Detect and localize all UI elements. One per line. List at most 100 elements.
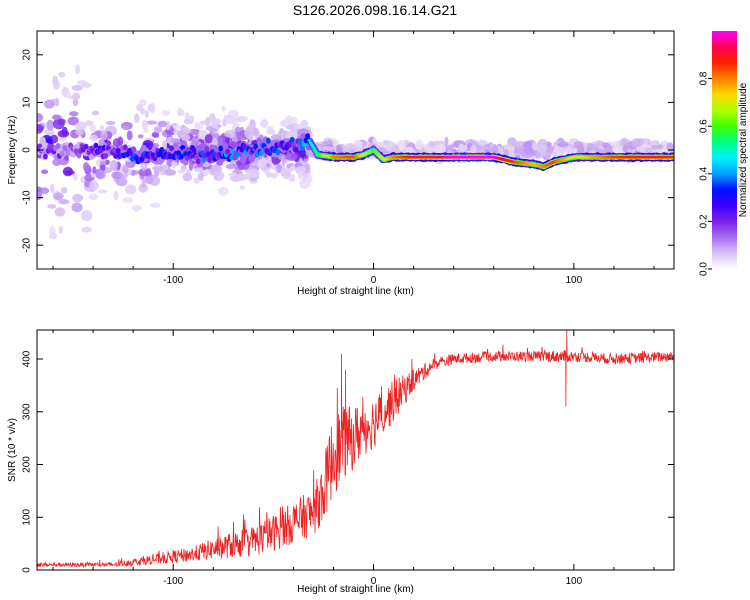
ridge-mid-cell [43, 153, 48, 160]
snr-series-line [37, 330, 674, 569]
ridge-mid-cell [62, 145, 68, 152]
spectrogram-cell [47, 204, 57, 209]
ridge-mid-cell [65, 150, 71, 157]
spectrogram-cell [71, 202, 83, 213]
spectrogram-cell [531, 141, 539, 151]
spectrogram-cell [181, 127, 192, 134]
spectrogram-cell [62, 166, 74, 177]
spectrogram-cell [88, 193, 99, 200]
spectrogram-cell [67, 116, 79, 126]
colorbar-tick-label: 0.4 [699, 166, 710, 180]
spectrogram-cell [195, 123, 204, 130]
x-tick-label: 0 [371, 275, 377, 286]
spectrogram-cell [62, 91, 72, 99]
spectrogram-cell [507, 137, 517, 147]
spectrogram-cell [266, 126, 274, 131]
chart-title: S126.2026.098.16.14.G21 [292, 2, 458, 18]
spectrogram-cell [497, 146, 503, 156]
ridge-core-cell [311, 145, 315, 149]
spectrogram-cell [458, 145, 468, 152]
ridge-mid-cell [113, 152, 118, 159]
spectrogram-cell [71, 84, 83, 91]
spectrogram-cell [145, 120, 158, 125]
spectrogram-cell [222, 118, 227, 127]
spectrogram-cell [562, 148, 574, 153]
colorbar-tick-label: 0.8 [699, 71, 710, 85]
spectrogram-cell [276, 163, 282, 174]
ridge-mid-cell [103, 152, 109, 159]
spectrogram-cell [260, 119, 269, 128]
y-tick-label: 100 [22, 508, 33, 525]
ridge-mid-cell [59, 150, 65, 157]
spectrogram-cell [43, 129, 55, 136]
spectrogram-cell [46, 119, 55, 131]
ridge-core-cell [307, 139, 312, 142]
ridge-mid-cell [83, 143, 89, 150]
spectrogram-y-label: Frequency (Hz) [7, 116, 18, 185]
spectrogram-cell [136, 103, 144, 112]
spectrogram-cell [153, 126, 163, 134]
spectrogram-cell [202, 169, 210, 176]
y-tick-label: 400 [22, 350, 33, 367]
ridge-mid-cell [191, 147, 197, 154]
colorbar-ticks: 0.0 0.2 0.4 0.6 0.8 [699, 71, 712, 276]
ridge-mid-cell [55, 142, 61, 149]
spectrogram-cell [126, 130, 133, 141]
spectrogram-cell [99, 124, 105, 131]
spectrogram-cell [69, 111, 79, 117]
spectrogram-cell [221, 105, 226, 112]
colorbar-label: Normalized spectral amplitude [738, 82, 749, 217]
spectrogram-cell [478, 139, 483, 146]
spectrogram-cell [150, 202, 161, 208]
spectrogram-cell [134, 113, 140, 124]
spectrogram-cell [620, 137, 629, 144]
spectrogram-cell [336, 144, 343, 155]
spectrogram-cell [81, 226, 92, 233]
spectrogram-cell [138, 99, 147, 106]
spectrogram-cell [162, 140, 167, 149]
spectrogram-cell [289, 166, 296, 172]
spectrogram-cell [122, 165, 129, 174]
spectrogram-cell [217, 186, 229, 196]
spectrogram-cell [218, 139, 224, 146]
spectrogram-cell [180, 164, 187, 171]
ridge-core-cell [671, 155, 674, 159]
ridge-mid-cell [204, 146, 210, 153]
spectrogram-cell [177, 169, 186, 174]
spectrogram-cell [268, 129, 276, 135]
spectrogram-cell [105, 159, 110, 165]
spectrogram-cell [248, 168, 260, 178]
spectrogram-cell [199, 120, 209, 125]
spectrogram-cell [52, 79, 61, 90]
ridge-mid-cell [122, 144, 128, 151]
ridge-mid-cell [76, 152, 82, 159]
spectrogram-cell [122, 197, 134, 203]
spectrogram-cell [72, 92, 81, 100]
ridge-mid-cell [169, 145, 175, 152]
spectrogram-cell [58, 71, 66, 78]
spectrogram-cell [144, 175, 154, 185]
ridge-mid-cell [208, 155, 214, 162]
spectrogram-cell [213, 170, 225, 182]
ridge-mid-cell [225, 148, 231, 155]
spectrogram-cell [209, 127, 218, 133]
spectrogram-cell [298, 157, 303, 163]
spectrogram-cell [398, 139, 404, 151]
snr-x-label: Height of straight line (km) [297, 584, 414, 595]
spectrogram-cell [121, 125, 130, 130]
spectrogram-cell [58, 225, 64, 234]
ridge-mid-cell [294, 146, 299, 153]
x-tick-label: 100 [565, 275, 582, 286]
spectrogram-cell [52, 114, 62, 120]
spectrogram-cell [72, 173, 78, 181]
spectrogram-cell [92, 166, 97, 174]
spectrogram-cell [37, 125, 44, 134]
ridge-mid-cell [205, 151, 211, 158]
spectrogram-cell [253, 127, 259, 137]
spectrogram-cell [105, 120, 116, 126]
ridge-mid-cell [179, 153, 184, 160]
snr-panel: -100 0 100 0 100 200 300 400 Height of straigh… [7, 329, 675, 595]
x-tick-label: -100 [163, 576, 183, 587]
spectrogram-cell [148, 102, 156, 114]
ridge-core-cell [308, 141, 313, 145]
